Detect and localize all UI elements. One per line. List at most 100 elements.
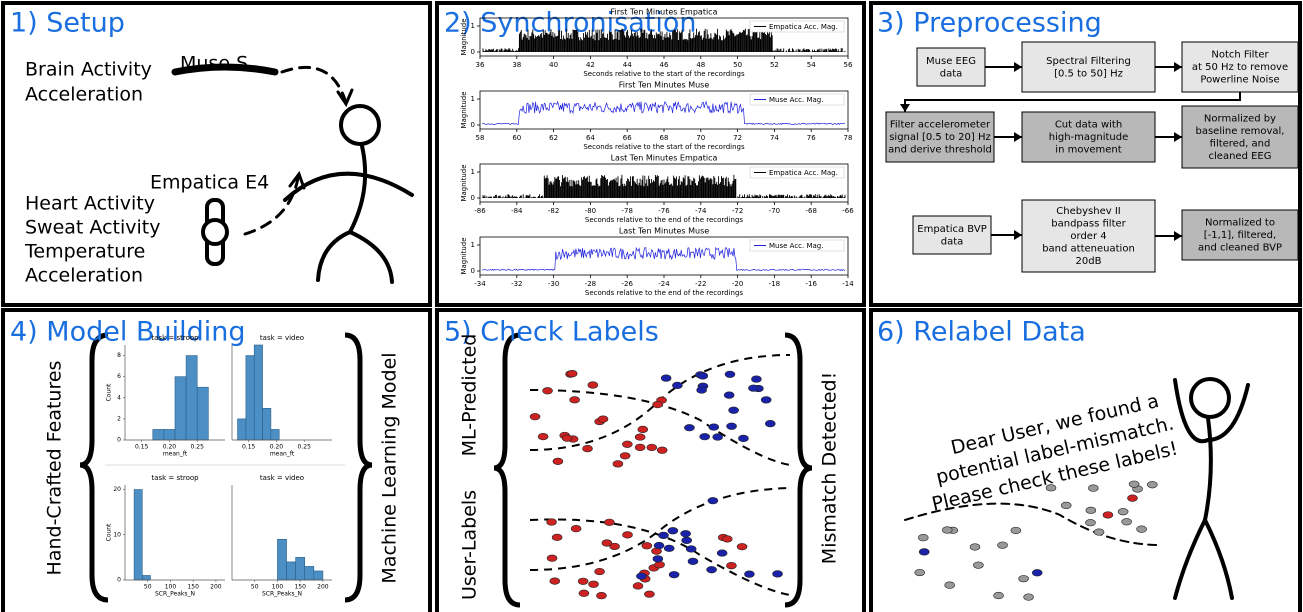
label-dot [1102, 511, 1114, 519]
panel-title: 2) Synchronisation [444, 8, 696, 39]
label-dot [748, 384, 759, 392]
label-dot [1128, 480, 1140, 488]
label-dot [660, 374, 672, 382]
arrow-head [1014, 230, 1022, 240]
y-tick-label: 4 [117, 394, 121, 401]
plot-title: task = stroop [151, 474, 199, 482]
y-axis-label: Magnitude [460, 18, 468, 55]
box-text: Normalized to [1205, 218, 1275, 229]
label-dot [1088, 484, 1099, 492]
label-dot [699, 433, 711, 441]
x-tick-label: -16 [805, 280, 817, 288]
panel-frame [435, 308, 866, 612]
panel-title: 5) Check Labels [444, 317, 659, 348]
arrow-head [1174, 231, 1182, 241]
label-dot [587, 381, 599, 389]
signal-label: Brain Activity [25, 59, 152, 81]
label-dot [1010, 526, 1022, 535]
legend-box [749, 239, 845, 252]
label-dot [914, 568, 926, 577]
arms [1173, 378, 1250, 444]
label-dot [764, 420, 776, 428]
label-dot [744, 570, 755, 578]
signal-label: Temperature [24, 241, 145, 263]
label-dot [566, 370, 578, 378]
label-dot [944, 581, 955, 589]
histogram-bar [277, 538, 287, 581]
label-dot [619, 452, 631, 460]
signal-label: Acceleration [25, 265, 143, 287]
label-dot [697, 372, 709, 380]
signal-label: Acceleration [25, 84, 143, 106]
label-dot [637, 425, 649, 434]
plot-title: task = video [260, 474, 304, 482]
x-tick-label: 50 [144, 584, 152, 591]
x-tick-label: -72 [732, 207, 743, 215]
x-tick-label: 50 [733, 61, 742, 69]
signal [481, 246, 846, 271]
panel-title: 3) Preprocessing [877, 8, 1102, 39]
box-text: [0.5 to 50] Hz [1054, 68, 1123, 79]
label-dot [1147, 481, 1158, 489]
x-tick-label: 46 [660, 61, 669, 69]
histogram-bar [185, 355, 198, 441]
label-dot [973, 561, 984, 569]
x-axis-label: Seconds relative to the end of the recor… [585, 289, 744, 297]
brace [784, 332, 813, 608]
label-dot [993, 591, 1004, 600]
x-tick-label: -30 [548, 280, 559, 288]
label-dot [604, 518, 615, 526]
label-dot [596, 592, 607, 600]
plot-title: Last Ten Minutes Muse [619, 227, 709, 236]
x-tick-label: 66 [623, 134, 632, 142]
vertical-label: ML-Predicted [459, 334, 481, 457]
process-box [912, 215, 992, 255]
y-axis-label: Count [106, 383, 113, 401]
x-tick-label: 40 [549, 61, 558, 69]
label-dot [726, 422, 737, 430]
x-tick-label: 56 [844, 61, 853, 69]
label-dot [570, 525, 582, 533]
x-tick-label: -74 [695, 207, 707, 215]
label-dot [549, 577, 561, 585]
label-dot [1023, 593, 1034, 601]
plot-title: First Ten Minutes Empatica [611, 8, 718, 17]
label-dot [658, 531, 669, 539]
label-dot [917, 534, 929, 542]
vertical-label: Hand-Crafted Features [44, 361, 66, 576]
label-dot [529, 413, 541, 421]
label-dot [597, 415, 609, 423]
x-tick-label: 70 [696, 134, 705, 142]
x-tick-label: 64 [586, 134, 595, 142]
y-tick-label: 0 [471, 48, 475, 56]
histogram-bar [304, 566, 315, 581]
y-axis-label: Magnitude [460, 164, 468, 201]
histogram-bar [262, 408, 272, 441]
box-text: in movement [1055, 145, 1121, 156]
legend-label: Muse Acc. Mag. [769, 242, 823, 250]
box-text: Cut data with [1055, 120, 1122, 131]
box-text: 20dB [1076, 256, 1102, 267]
x-tick-label: -26 [621, 280, 633, 288]
label-dot [668, 571, 680, 579]
signal-label: Sweat Activity [25, 217, 160, 239]
dashed-curve [529, 487, 791, 571]
x-axis-label: Seconds relative to the start of the rec… [583, 143, 745, 151]
x-tick-label: 0.20 [163, 444, 177, 451]
label-dot [685, 545, 697, 553]
x-tick-label: 0.25 [298, 444, 312, 451]
x-tick-label: 38 [512, 61, 521, 69]
x-axis-label: SCR_Peaks_N [155, 591, 195, 598]
x-tick-label: 200 [317, 584, 329, 591]
label-dot [656, 446, 668, 454]
setup-illustration [171, 63, 414, 284]
x-tick-label: -80 [585, 207, 596, 215]
device-label: Empatica E4 [150, 172, 269, 194]
label-dot [582, 445, 593, 453]
y-tick-label: 1 [471, 22, 475, 30]
label-dot [1085, 519, 1096, 527]
arms [283, 171, 414, 202]
head [339, 104, 381, 146]
label-dot [636, 572, 647, 580]
